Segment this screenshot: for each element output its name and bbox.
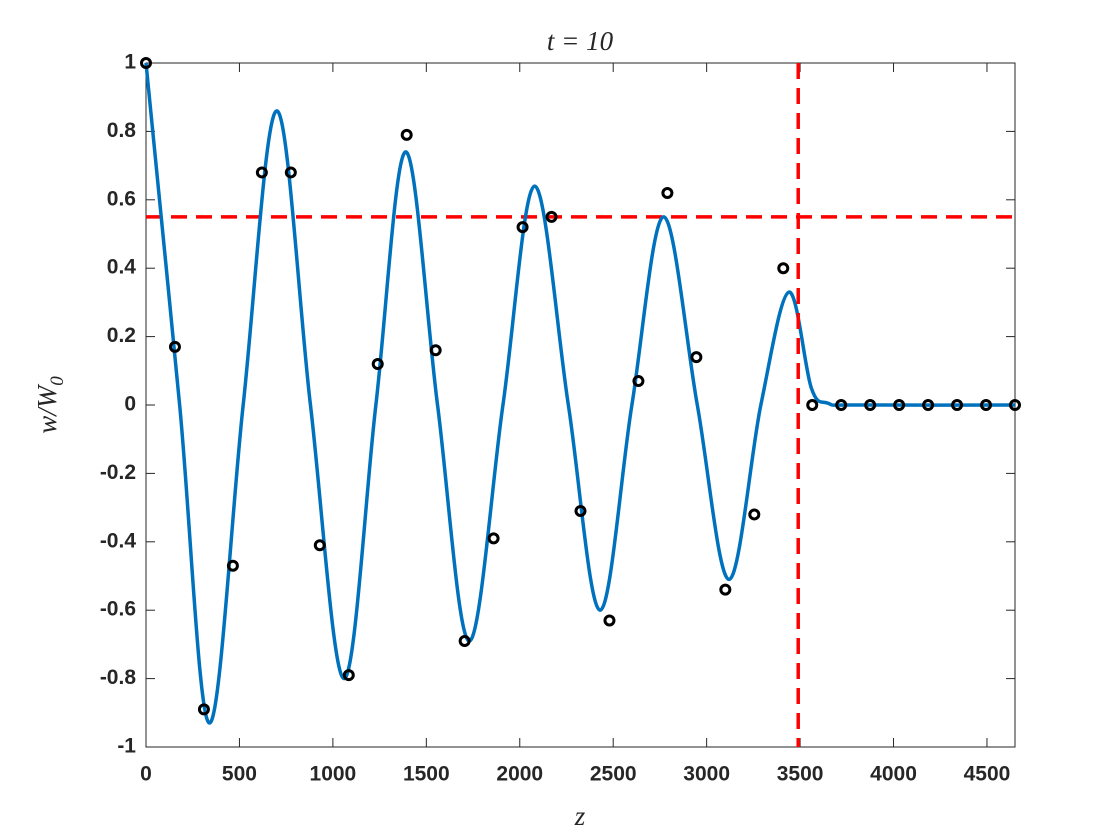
data-marker	[690, 351, 703, 364]
data-line	[144, 62, 1016, 725]
data-marker	[777, 262, 790, 275]
x-tick-label: 500	[222, 763, 257, 786]
y-tick-label: 0.8	[107, 119, 137, 142]
data-marker	[226, 559, 239, 572]
chart-title: t = 10	[547, 26, 614, 56]
x-tick-label: 1000	[310, 763, 357, 786]
data-marker	[603, 614, 616, 627]
data-marker	[516, 221, 529, 234]
y-tick-label: 0	[124, 393, 136, 416]
x-tick-label: 3500	[777, 763, 824, 786]
data-marker	[574, 505, 587, 518]
data-marker	[922, 399, 935, 411]
x-tick-label: 4000	[870, 763, 917, 786]
data-marker	[168, 340, 181, 353]
x-tick-label: 3000	[683, 763, 730, 786]
x-tick-label: 1500	[403, 763, 450, 786]
data-marker	[458, 634, 471, 647]
data-marker	[661, 186, 674, 199]
data-marker	[951, 399, 964, 411]
y-axis-label: w/W0	[32, 376, 68, 434]
data-marker	[893, 399, 906, 411]
data-marker	[835, 399, 848, 411]
y-axis-label-subscript: 0	[47, 376, 68, 386]
y-tick-label: -0.2	[100, 461, 136, 484]
data-marker	[487, 532, 500, 545]
data-marker	[342, 669, 355, 682]
data-marker	[864, 399, 877, 411]
data-marker	[545, 210, 558, 223]
data-marker	[400, 128, 413, 141]
y-tick-label: 0.4	[107, 256, 137, 279]
data-marker	[980, 399, 993, 411]
data-marker	[1009, 399, 1021, 411]
data-marker	[140, 57, 152, 69]
y-tick-label: 1	[124, 51, 136, 74]
y-tick-label: -0.4	[100, 529, 137, 552]
x-tick-label: 4500	[964, 763, 1011, 786]
y-tick-label: -0.6	[100, 598, 136, 621]
data-marker	[255, 166, 268, 179]
x-tick-label: 2500	[590, 763, 637, 786]
y-tick-label: 0.2	[107, 324, 136, 347]
data-marker	[748, 508, 761, 521]
x-axis-label: z	[574, 801, 586, 831]
data-marker	[313, 539, 326, 552]
data-marker	[284, 166, 297, 179]
data-marker	[197, 703, 210, 716]
y-axis-label-main: w/W	[32, 383, 62, 434]
y-tick-label: 0.6	[107, 187, 136, 210]
y-tick-label: -1	[117, 735, 136, 758]
data-marker	[806, 399, 819, 411]
data-marker	[371, 357, 384, 370]
y-tick-label: -0.8	[100, 666, 137, 689]
data-marker	[632, 375, 645, 388]
data-marker	[719, 583, 732, 596]
x-tick-label: 2000	[496, 763, 543, 786]
x-tick-label: 0	[140, 763, 152, 786]
data-marker	[429, 344, 442, 357]
